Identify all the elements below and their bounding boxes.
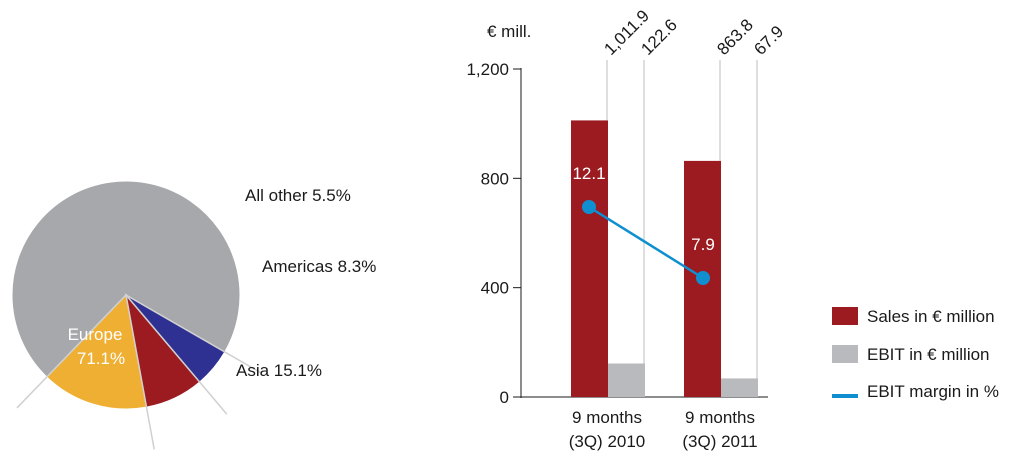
ebit-margin-point [696, 271, 710, 285]
ebit-margin-label: 7.9 [691, 235, 715, 254]
y-tick-label: 0 [500, 388, 509, 407]
y-tick-label: 800 [481, 169, 509, 188]
bar-ebit-2 [721, 378, 758, 397]
legend-label: Sales in € million [867, 307, 995, 326]
ebit-margin-label: 12.1 [572, 164, 605, 183]
pie-leader-line [125, 294, 261, 374]
pie-slice-europe [11, 180, 241, 378]
legend-swatch [832, 307, 858, 325]
y-tick-label: 1,200 [466, 60, 509, 79]
ebit-margin-line [588, 205, 704, 280]
x-category-label-line2: (3Q) 2011 [682, 432, 757, 451]
ebit-margin-point [582, 200, 596, 214]
x-category-label-line1: 9 months [572, 408, 642, 427]
pie-label-americas: Americas 8.3% [262, 257, 376, 276]
pie-leader-line [16, 294, 127, 409]
pie-label-asia: Asia 15.1% [236, 361, 322, 380]
bar-value-label: 67.9 [750, 22, 787, 59]
pie-label-europe-value: 71.1% [77, 349, 125, 368]
legend-label: EBIT margin in % [867, 382, 999, 401]
legend: Sales in € million EBIT in € million EBIT … [832, 307, 999, 401]
legend-label: EBIT in € million [867, 345, 990, 364]
bar-ebit-1 [608, 363, 645, 397]
pie-leader-line [125, 294, 228, 415]
pie-label-europe-name: Europe [68, 325, 123, 344]
bar-sales-1 [571, 120, 608, 397]
x-category-label-line1: 9 months [685, 408, 755, 427]
x-category-label-line2: (3Q) 2010 [569, 432, 646, 451]
bar-value-label: 863.8 [713, 15, 757, 59]
pie-label-all-other: All other 5.5% [245, 186, 351, 205]
pie-slice-asia [46, 293, 148, 410]
y-axis-unit-label: € mill. [487, 22, 531, 41]
pie-leader-line [125, 294, 155, 450]
legend-swatch [832, 345, 858, 363]
legend-swatch [832, 394, 858, 398]
y-tick-label: 400 [481, 279, 509, 298]
pie-chart: Europe 71.1% All other 5.5% Americas 8.3% As… [11, 180, 376, 450]
